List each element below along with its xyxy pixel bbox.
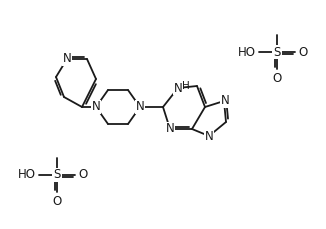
Text: O: O bbox=[273, 72, 282, 85]
Text: H: H bbox=[182, 81, 190, 91]
Text: HO: HO bbox=[238, 46, 256, 58]
Text: O: O bbox=[52, 195, 62, 208]
Text: HO: HO bbox=[18, 169, 36, 182]
Text: O: O bbox=[298, 46, 307, 58]
Text: O: O bbox=[78, 169, 87, 182]
Text: N: N bbox=[92, 101, 100, 114]
Text: N: N bbox=[205, 130, 214, 142]
Text: N: N bbox=[221, 95, 230, 107]
Text: S: S bbox=[273, 46, 281, 58]
Text: N: N bbox=[136, 101, 144, 114]
Text: N: N bbox=[174, 82, 182, 95]
Text: S: S bbox=[53, 169, 61, 182]
Text: N: N bbox=[63, 52, 71, 65]
Text: N: N bbox=[166, 123, 174, 136]
